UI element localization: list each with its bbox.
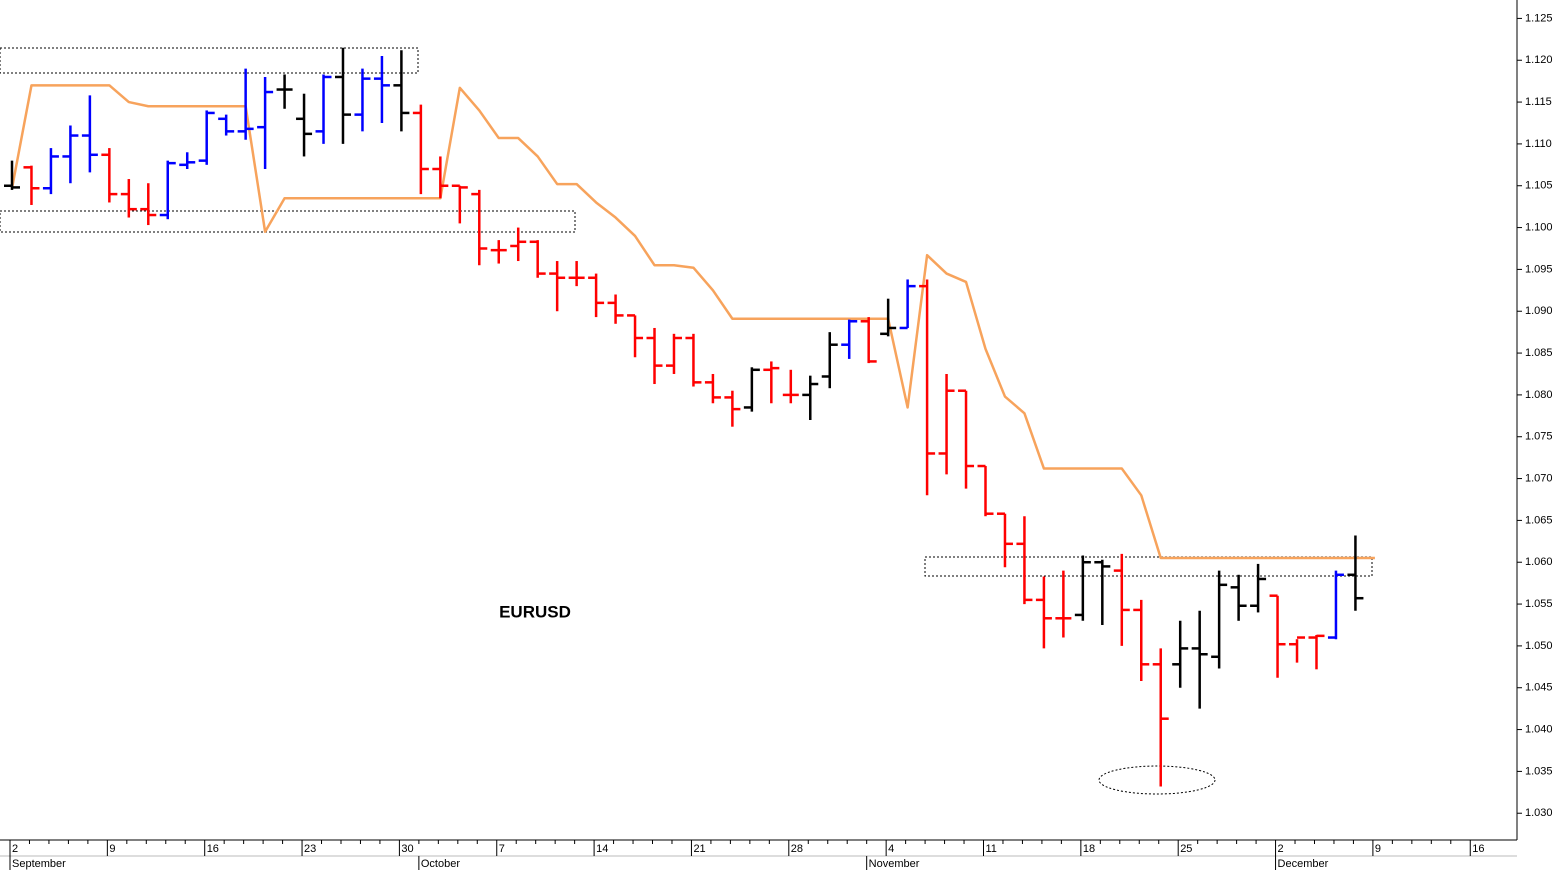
y-tick-label: 1.035 — [1525, 765, 1553, 777]
month-label: October — [421, 858, 460, 870]
x-tick-label: 9 — [1375, 843, 1381, 855]
y-tick-label: 1.075 — [1525, 431, 1553, 443]
x-tick-label: 2 — [12, 843, 18, 855]
month-label: November — [869, 858, 920, 870]
x-tick-label: 11 — [986, 843, 997, 855]
y-tick-label: 1.105 — [1525, 180, 1553, 192]
indicator-line — [10, 84, 1375, 560]
x-tick-label: 18 — [1083, 843, 1095, 855]
annotation-box — [924, 556, 1373, 577]
y-tick-label: 1.110 — [1525, 138, 1552, 150]
x-tick-label: 9 — [109, 843, 115, 855]
y-tick-label: 1.100 — [1525, 221, 1553, 233]
y-tick-label: 1.030 — [1525, 807, 1553, 819]
y-tick-label: 1.060 — [1525, 556, 1553, 568]
y-tick-label: 1.095 — [1525, 263, 1553, 275]
y-tick-label: 1.040 — [1525, 723, 1553, 735]
x-tick-label: 2 — [1278, 843, 1284, 855]
y-tick-label: 1.050 — [1525, 640, 1553, 652]
x-tick-label: 25 — [1180, 843, 1192, 855]
symbol-label: EURUSD — [499, 602, 571, 621]
annotation-ellipse — [1098, 765, 1216, 795]
month-label: September — [12, 858, 66, 870]
x-tick-label: 28 — [791, 843, 803, 855]
x-tick-label: 16 — [1472, 843, 1484, 855]
y-tick-label: 1.085 — [1525, 347, 1553, 359]
x-tick-label: 7 — [499, 843, 505, 855]
x-tick-label: 4 — [888, 843, 894, 855]
y-tick-label: 1.055 — [1525, 598, 1553, 610]
y-tick-label: 1.125 — [1525, 12, 1553, 24]
month-label: December — [1278, 858, 1329, 870]
y-tick-label: 1.070 — [1525, 472, 1553, 484]
annotation-box — [0, 47, 419, 74]
y-tick-label: 1.080 — [1525, 389, 1553, 401]
y-tick-label: 1.115 — [1525, 96, 1552, 108]
x-tick-label: 21 — [693, 843, 705, 855]
y-tick-label: 1.045 — [1525, 682, 1553, 694]
annotation-box — [0, 210, 576, 233]
y-tick-label: 1.065 — [1525, 514, 1553, 526]
x-tick-label: 14 — [596, 843, 608, 855]
x-tick-label: 30 — [401, 843, 413, 855]
x-tick-label: 16 — [207, 843, 219, 855]
y-tick-label: 1.120 — [1525, 54, 1553, 66]
y-tick-label: 1.090 — [1525, 305, 1553, 317]
x-tick-label: 23 — [304, 843, 316, 855]
